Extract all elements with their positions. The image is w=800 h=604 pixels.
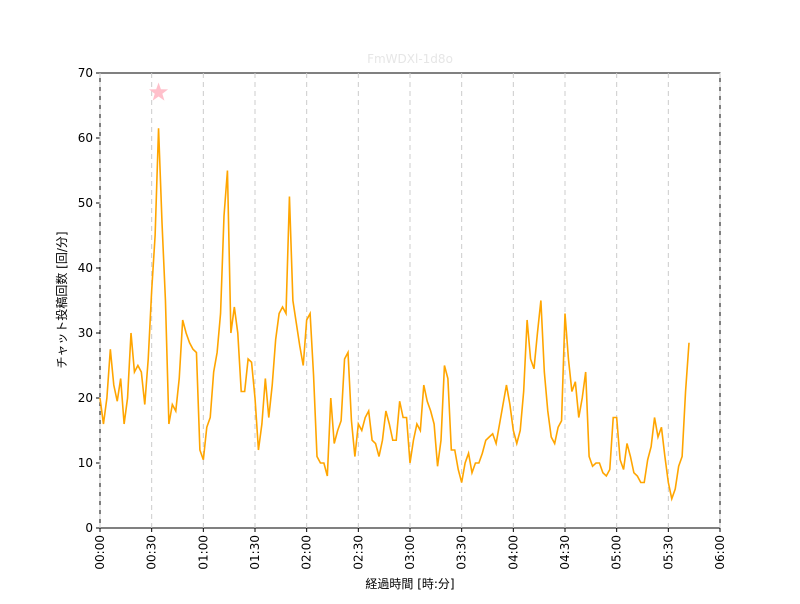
x-tick-label: 05:00 (610, 535, 624, 570)
x-tick-label: 05:30 (661, 535, 675, 570)
x-axis-label: 経過時間 [時:分] (365, 577, 454, 591)
chart-title: FmWDXl-1d8o (367, 52, 453, 66)
peak-marker (149, 82, 169, 101)
x-tick-label: 04:00 (506, 535, 520, 570)
x-tick-label: 00:00 (93, 535, 107, 570)
y-tick-label: 60 (78, 131, 93, 145)
x-tick-label: 02:30 (351, 535, 365, 570)
data-line (99, 128, 690, 502)
x-tick-label: 01:30 (248, 535, 262, 570)
x-tick-label: 01:00 (196, 535, 210, 570)
y-tick-label: 70 (78, 66, 93, 80)
y-tick-label: 50 (78, 196, 93, 210)
x-tick-label: 03:30 (455, 535, 469, 570)
y-tick-label: 40 (78, 261, 93, 275)
y-tick-label: 20 (78, 391, 93, 405)
y-tick-label: 30 (78, 326, 93, 340)
y-tick-label: 0 (85, 521, 93, 535)
x-tick-label: 03:00 (403, 535, 417, 570)
x-tick-label: 04:30 (558, 535, 572, 570)
y-tick-label: 10 (78, 456, 93, 470)
y-axis-label: チャット投稿回数 [回/分] (54, 231, 69, 368)
x-tick-label: 02:00 (300, 535, 314, 570)
x-tick-label: 00:30 (145, 535, 159, 570)
x-tick-label: 06:00 (713, 535, 727, 570)
